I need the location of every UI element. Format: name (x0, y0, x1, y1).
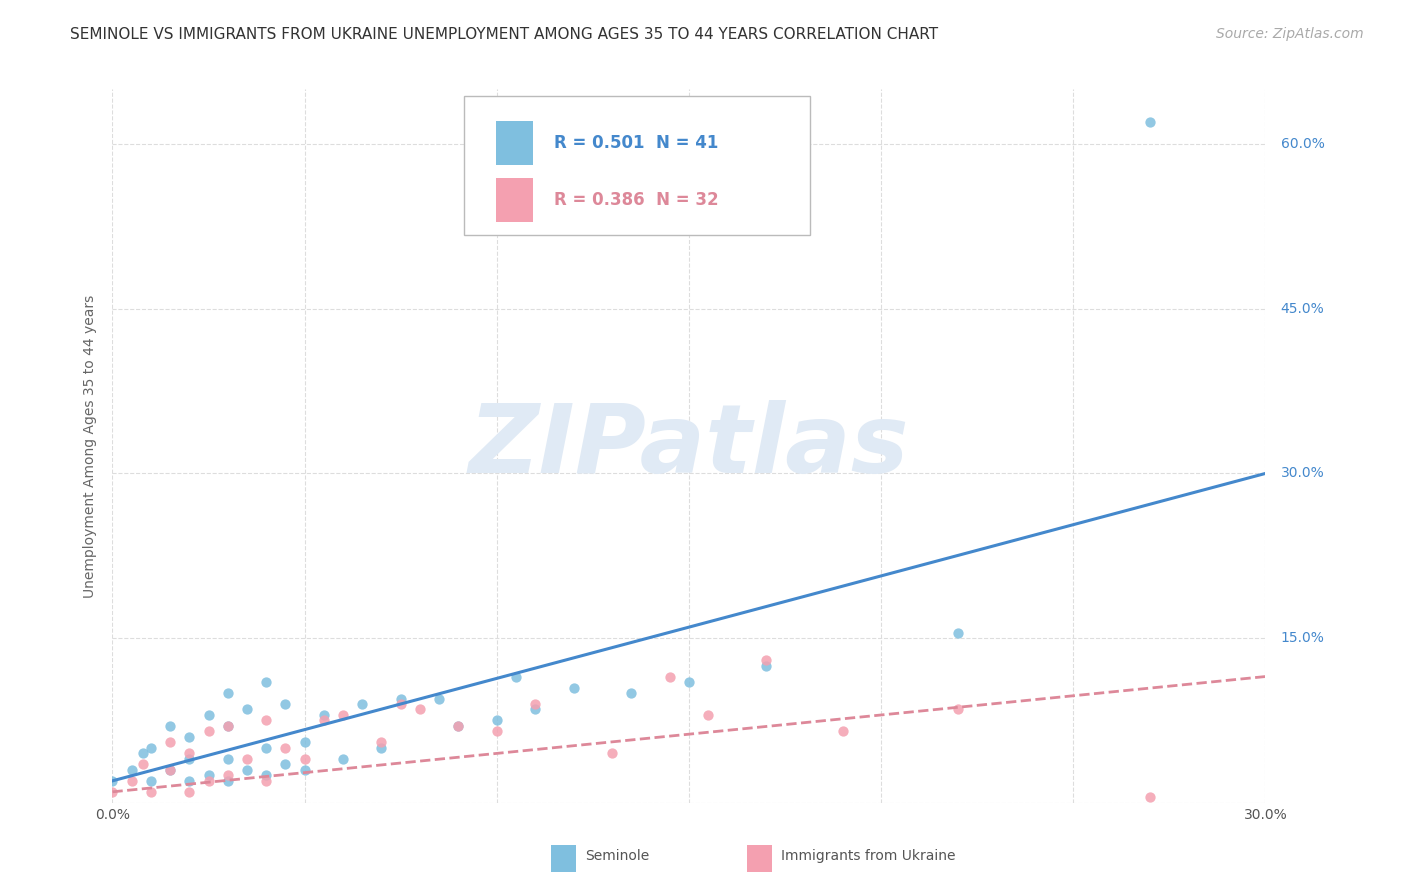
Point (197, 708, 219, 723)
Point (159, 719, 181, 733)
Point (254, 740, 277, 755)
Point (524, 702, 547, 716)
Text: R = 0.501  N = 41: R = 0.501 N = 41 (554, 134, 718, 152)
Point (179, 730, 201, 744)
Point (274, 757, 297, 772)
Point (179, 785, 201, 799)
Point (139, 785, 162, 799)
Text: SEMINOLE VS IMMIGRANTS FROM UKRAINE UNEMPLOYMENT AMONG AGES 35 TO 44 YEARS CORRE: SEMINOLE VS IMMIGRANTS FROM UKRAINE UNEM… (70, 27, 938, 42)
Text: 60.0%: 60.0% (1281, 137, 1324, 151)
Point (370, 735, 392, 749)
Point (217, 719, 239, 733)
Point (505, 669, 527, 683)
Point (946, 702, 969, 716)
Point (179, 752, 201, 766)
Point (755, 658, 778, 673)
Point (159, 763, 181, 777)
Point (197, 768, 219, 782)
Point (755, 653, 778, 667)
Point (197, 724, 219, 739)
Point (447, 719, 470, 733)
Point (217, 719, 239, 733)
Text: 30.0%: 30.0% (1281, 467, 1324, 481)
Point (1139, 115, 1161, 129)
Point (389, 697, 412, 711)
Point (139, 740, 162, 755)
FancyBboxPatch shape (464, 96, 810, 235)
FancyBboxPatch shape (551, 845, 576, 872)
Point (236, 702, 259, 716)
Point (217, 752, 239, 766)
Text: Immigrants from Ukraine: Immigrants from Ukraine (782, 849, 956, 863)
Point (294, 735, 316, 749)
Point (485, 714, 508, 728)
Point (121, 773, 143, 788)
Point (236, 752, 259, 766)
Text: R = 0.386  N = 32: R = 0.386 N = 32 (554, 191, 718, 209)
Point (352, 697, 374, 711)
Point (217, 768, 239, 782)
Point (332, 708, 354, 723)
Point (132, 757, 155, 772)
Point (312, 714, 335, 728)
Point (179, 747, 201, 761)
Point (254, 714, 277, 728)
FancyBboxPatch shape (747, 845, 772, 872)
Point (101, 785, 124, 799)
Point (254, 773, 277, 788)
Point (831, 724, 853, 739)
Point (159, 735, 181, 749)
Point (121, 763, 143, 777)
Point (197, 773, 219, 788)
Point (485, 724, 508, 739)
Point (447, 719, 470, 733)
FancyBboxPatch shape (496, 178, 533, 222)
Text: 15.0%: 15.0% (1281, 632, 1324, 645)
Point (236, 763, 259, 777)
Point (274, 697, 297, 711)
Text: 45.0%: 45.0% (1281, 301, 1324, 316)
Point (946, 625, 969, 640)
Point (254, 675, 277, 690)
Point (524, 697, 547, 711)
Point (600, 747, 623, 761)
Point (217, 686, 239, 700)
Point (678, 675, 700, 690)
Point (620, 686, 643, 700)
Point (427, 691, 450, 706)
Point (409, 702, 432, 716)
Point (217, 773, 239, 788)
Point (139, 773, 162, 788)
Point (312, 708, 335, 723)
Text: Source: ZipAtlas.com: Source: ZipAtlas.com (1216, 27, 1364, 41)
Point (332, 752, 354, 766)
Point (294, 752, 316, 766)
Point (294, 763, 316, 777)
Y-axis label: Unemployment Among Ages 35 to 44 years: Unemployment Among Ages 35 to 44 years (83, 294, 97, 598)
FancyBboxPatch shape (496, 120, 533, 165)
Point (389, 691, 412, 706)
Point (1139, 790, 1161, 805)
Point (562, 681, 585, 695)
Point (179, 773, 201, 788)
Point (697, 708, 720, 723)
Point (658, 669, 681, 683)
Text: ZIPatlas: ZIPatlas (468, 400, 910, 492)
Point (254, 768, 277, 782)
Text: Seminole: Seminole (585, 849, 650, 863)
Point (274, 740, 297, 755)
Point (101, 773, 124, 788)
Point (370, 740, 392, 755)
Point (132, 747, 155, 761)
Point (159, 763, 181, 777)
